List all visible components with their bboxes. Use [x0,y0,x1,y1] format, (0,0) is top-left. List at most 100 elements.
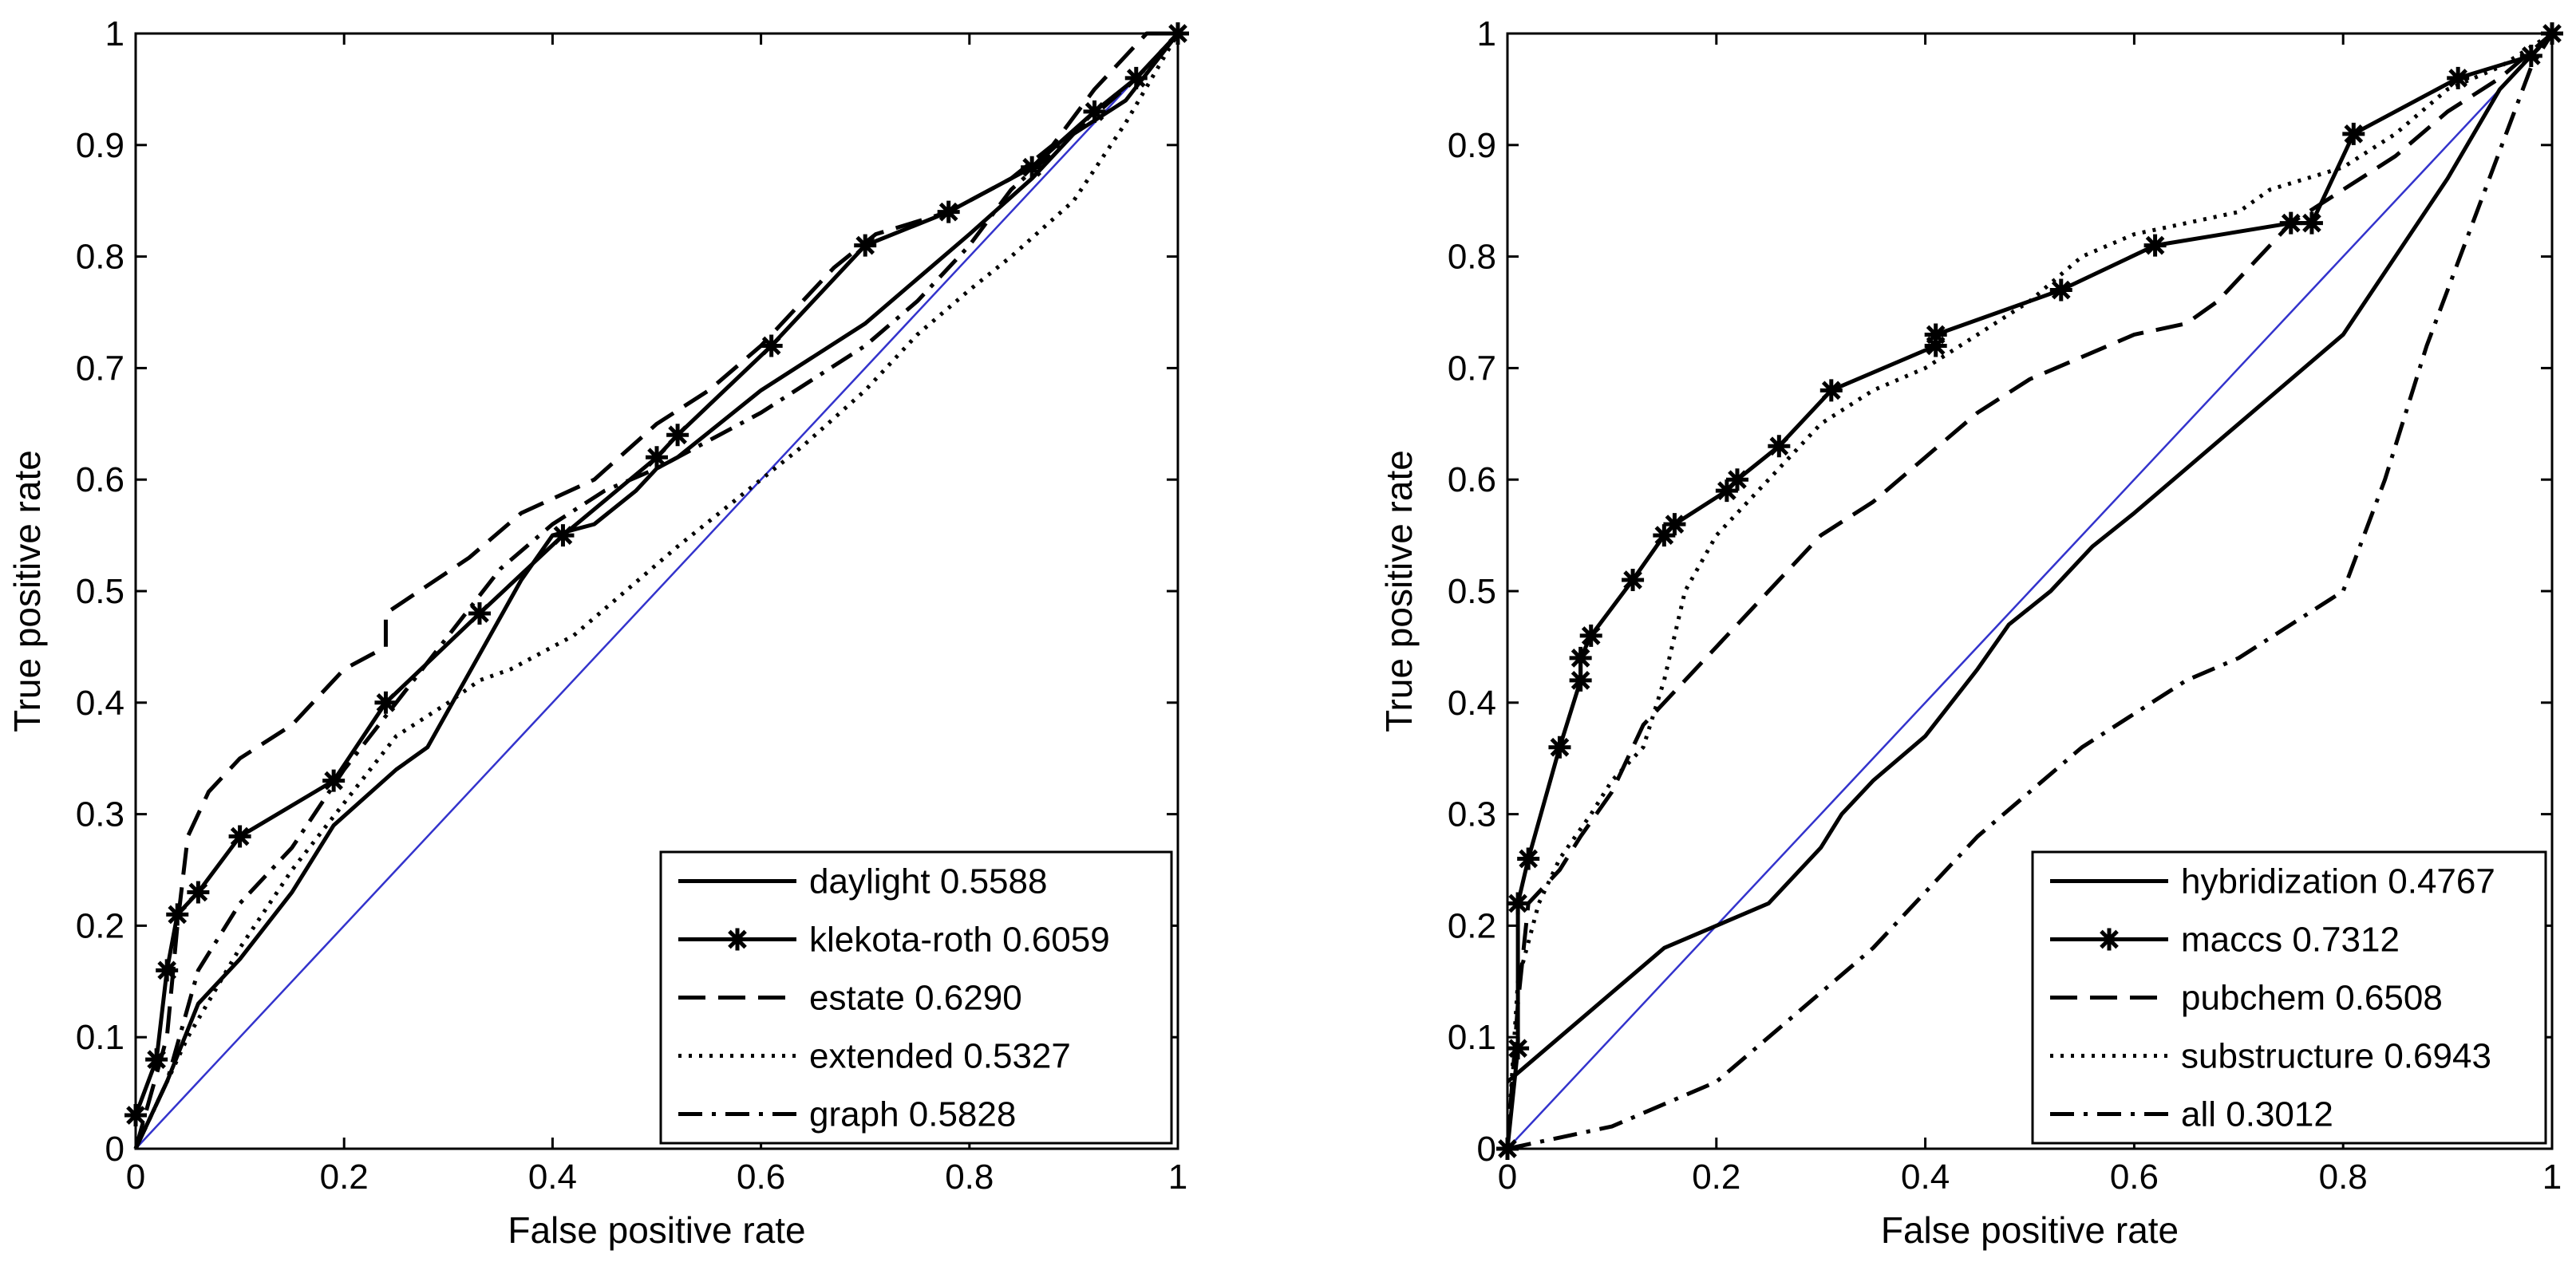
chart2-series-2 [1496,22,2563,1160]
chart1-y-tick-label: 0.5 [76,572,124,611]
chart2-series-2-point [1569,668,1592,692]
chart1-y-tick-label: 0.9 [76,126,124,165]
chart1-series-2-point [156,959,179,982]
chart2-series-3-line [1505,32,2554,1150]
chart2-x-tick-label: 0.4 [1901,1158,1950,1197]
chart1-panel: 0 0.2 0.4 0.6 0.8 1 0 0.1 0.2 0.3 0.4 0.5 0.6 0.7 0.8 0… [6,14,1189,1251]
chart2-series-2-point [1924,323,1947,346]
chart1-x-tick-label: 0 [126,1158,145,1197]
chart1-y-axis-label: True positive rate [6,450,48,732]
chart1-series-2-point [468,601,491,625]
chart1-series-2-point [145,1048,168,1071]
chart2-y-tick-label: 0.8 [1448,238,1496,277]
chart1-y-tick-label: 0.2 [76,906,124,945]
chart2-x-tick-label: 0 [1498,1158,1517,1197]
chart2-series-1-line [1506,32,2554,1084]
chart2-series-2-point [1507,892,1530,915]
chart2-y-tick-label: 1 [1477,14,1496,53]
chart1-series-1-line [133,32,1179,1150]
chart1-legend: daylight 0.5588 klekota-roth 0.6059 estate… [659,850,1173,1145]
chart2-x-tick-label: 0.6 [2110,1158,2159,1197]
chart1-series-4 [133,32,1180,1150]
chart1-legend-label-4: extended 0.5327 [809,1037,1071,1076]
chart2-series-1 [1506,32,2554,1084]
chart2-legend-label-1: hybridization 0.4767 [2181,862,2495,901]
chart2-x-tick-label: 0.2 [1692,1158,1740,1197]
chart2-legend-label-2: maccs 0.7312 [2181,921,2400,960]
chart1-series-2-point [646,446,668,469]
chart2-legend-label-4: substructure 0.6943 [2181,1037,2491,1076]
chart1-series-3 [133,31,1178,1150]
chart2-panel: 0 0.2 0.4 0.6 0.8 1 0 0.1 0.2 0.3 0.4 0.5 0.6 0.7 0.8 0… [1378,14,2563,1251]
chart2-y-tick-label: 0.5 [1448,572,1496,611]
chart2-series-2-point [1507,1037,1530,1060]
chart2-series-2-point [1715,479,1738,503]
chart1-y-tick-label: 0.3 [76,795,124,834]
chart1-diagonal-reference-line [135,33,1179,1150]
chart2-y-tick-label: 0.2 [1448,906,1496,945]
chart2-series-2-point [1579,624,1602,647]
chart1-legend-box [659,850,1173,1145]
chart1-series-2-point [854,234,877,257]
chart2-series-2-point [2049,278,2072,302]
chart2-series-2-point [1622,569,1645,592]
chart1-y-tick-label: 0 [105,1130,124,1169]
chart2-x-tick-label: 1 [2542,1158,2562,1197]
chart1-y-tick-label: 0.8 [76,238,124,277]
chart2-series-2-point [1663,513,1686,536]
chart2-y-tick-label: 0.7 [1448,349,1496,388]
chart1-x-tick-label: 0.2 [320,1158,369,1197]
chart2-series-2-point [1725,468,1748,491]
chart1-y-tick-label: 0.1 [76,1018,124,1057]
chart1-series-5 [133,32,1179,1150]
chart2-y-tick-label: 0 [1477,1130,1496,1169]
chart1-x-tick-label: 1 [1168,1158,1187,1197]
chart2-y-tick-label: 0.1 [1448,1018,1496,1057]
chart2-legend-marker-2 [2098,928,2120,951]
chart1-y-tick-label: 0.7 [76,349,124,388]
chart1-legend-marker-2 [726,928,749,951]
chart2-series-2-point [1819,379,1843,402]
chart1-series-2-point [1021,156,1044,179]
chart2-series-2-point [1653,524,1676,547]
chart2-series-2-point [1548,736,1571,759]
chart2-series-2-point [2300,211,2323,235]
chart1-series-2-point [1124,66,1148,89]
chart2-series-5-line [1507,32,2554,1151]
chart1-x-tick-label: 0.8 [945,1158,994,1197]
chart1-series-5-line [133,32,1179,1150]
chart1-y-tick-label: 0.6 [76,460,124,499]
chart2-y-tick-label: 0.4 [1448,684,1496,723]
chart1-series-1 [133,32,1179,1150]
chart1-legend-label-3: estate 0.6290 [809,979,1022,1018]
chart2-series-5 [1507,32,2554,1151]
chart1-series-2-point [187,881,210,904]
chart2-x-axis-label: False positive rate [1881,1209,2179,1251]
chart1-series-2-point [666,424,689,447]
chart2-series-2-point [2519,44,2542,67]
chart1-series-2-point [374,691,397,714]
chart1-legend-label-5: graph 0.5828 [809,1095,1016,1134]
chart1-y-tick-label: 1 [105,14,124,53]
chart1-series-2 [124,22,1189,1127]
chart1-x-axis-label: False positive rate [508,1209,805,1251]
chart1-series-2-point [228,825,251,848]
chart2-diagonal-reference-line [1507,33,2553,1150]
chart1-legend-label-2: klekota-roth 0.6059 [809,921,1110,960]
chart2-y-tick-label: 0.9 [1448,126,1496,165]
chart1-series-3-line [133,31,1178,1150]
chart1-series-2-point [322,769,346,792]
chart2-legend-label-3: pubchem 0.6508 [2181,979,2443,1018]
chart2-series-2-point [2447,66,2470,89]
chart1-series-4-line [133,32,1180,1150]
chart1-series-2-point [551,524,575,547]
chart1-y-tick-label: 0.4 [76,684,124,723]
chart2-series-2-point [2143,234,2167,257]
chart1-series-2-point [760,334,783,357]
chart2-y-tick-label: 0.6 [1448,460,1496,499]
chart2-legend-label-5: all 0.3012 [2181,1095,2333,1134]
chart2-y-axis-label: True positive rate [1378,450,1420,732]
chart1-legend-label-1: daylight 0.5588 [809,862,1047,901]
chart2-series-2-point [2342,122,2365,145]
